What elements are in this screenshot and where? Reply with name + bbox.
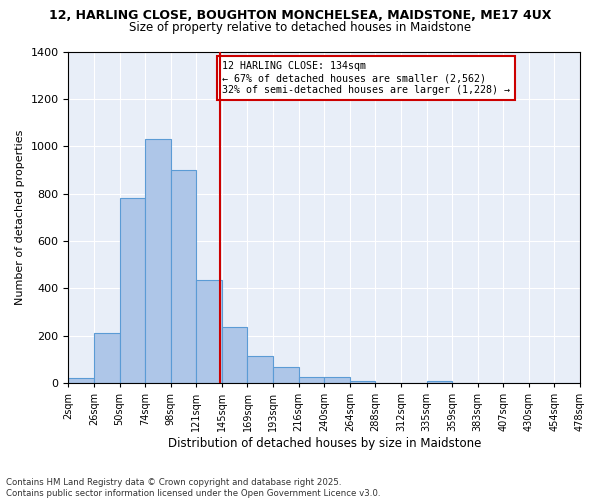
Bar bbox=[273, 366, 299, 383]
Text: Contains HM Land Registry data © Crown copyright and database right 2025.
Contai: Contains HM Land Registry data © Crown c… bbox=[6, 478, 380, 498]
Bar bbox=[68, 378, 94, 383]
Bar bbox=[171, 170, 196, 383]
Bar bbox=[119, 198, 145, 383]
X-axis label: Distribution of detached houses by size in Maidstone: Distribution of detached houses by size … bbox=[167, 437, 481, 450]
Text: 12, HARLING CLOSE, BOUGHTON MONCHELSEA, MAIDSTONE, ME17 4UX: 12, HARLING CLOSE, BOUGHTON MONCHELSEA, … bbox=[49, 9, 551, 22]
Bar bbox=[196, 280, 222, 383]
Bar bbox=[299, 377, 324, 383]
Y-axis label: Number of detached properties: Number of detached properties bbox=[15, 130, 25, 305]
Bar bbox=[222, 328, 247, 383]
Text: Size of property relative to detached houses in Maidstone: Size of property relative to detached ho… bbox=[129, 21, 471, 34]
Bar bbox=[427, 381, 452, 383]
Bar bbox=[247, 356, 273, 383]
Text: 12 HARLING CLOSE: 134sqm
← 67% of detached houses are smaller (2,562)
32% of sem: 12 HARLING CLOSE: 134sqm ← 67% of detach… bbox=[222, 62, 510, 94]
Bar bbox=[350, 381, 376, 383]
Bar bbox=[324, 377, 350, 383]
Bar bbox=[145, 139, 171, 383]
Bar bbox=[94, 334, 119, 383]
